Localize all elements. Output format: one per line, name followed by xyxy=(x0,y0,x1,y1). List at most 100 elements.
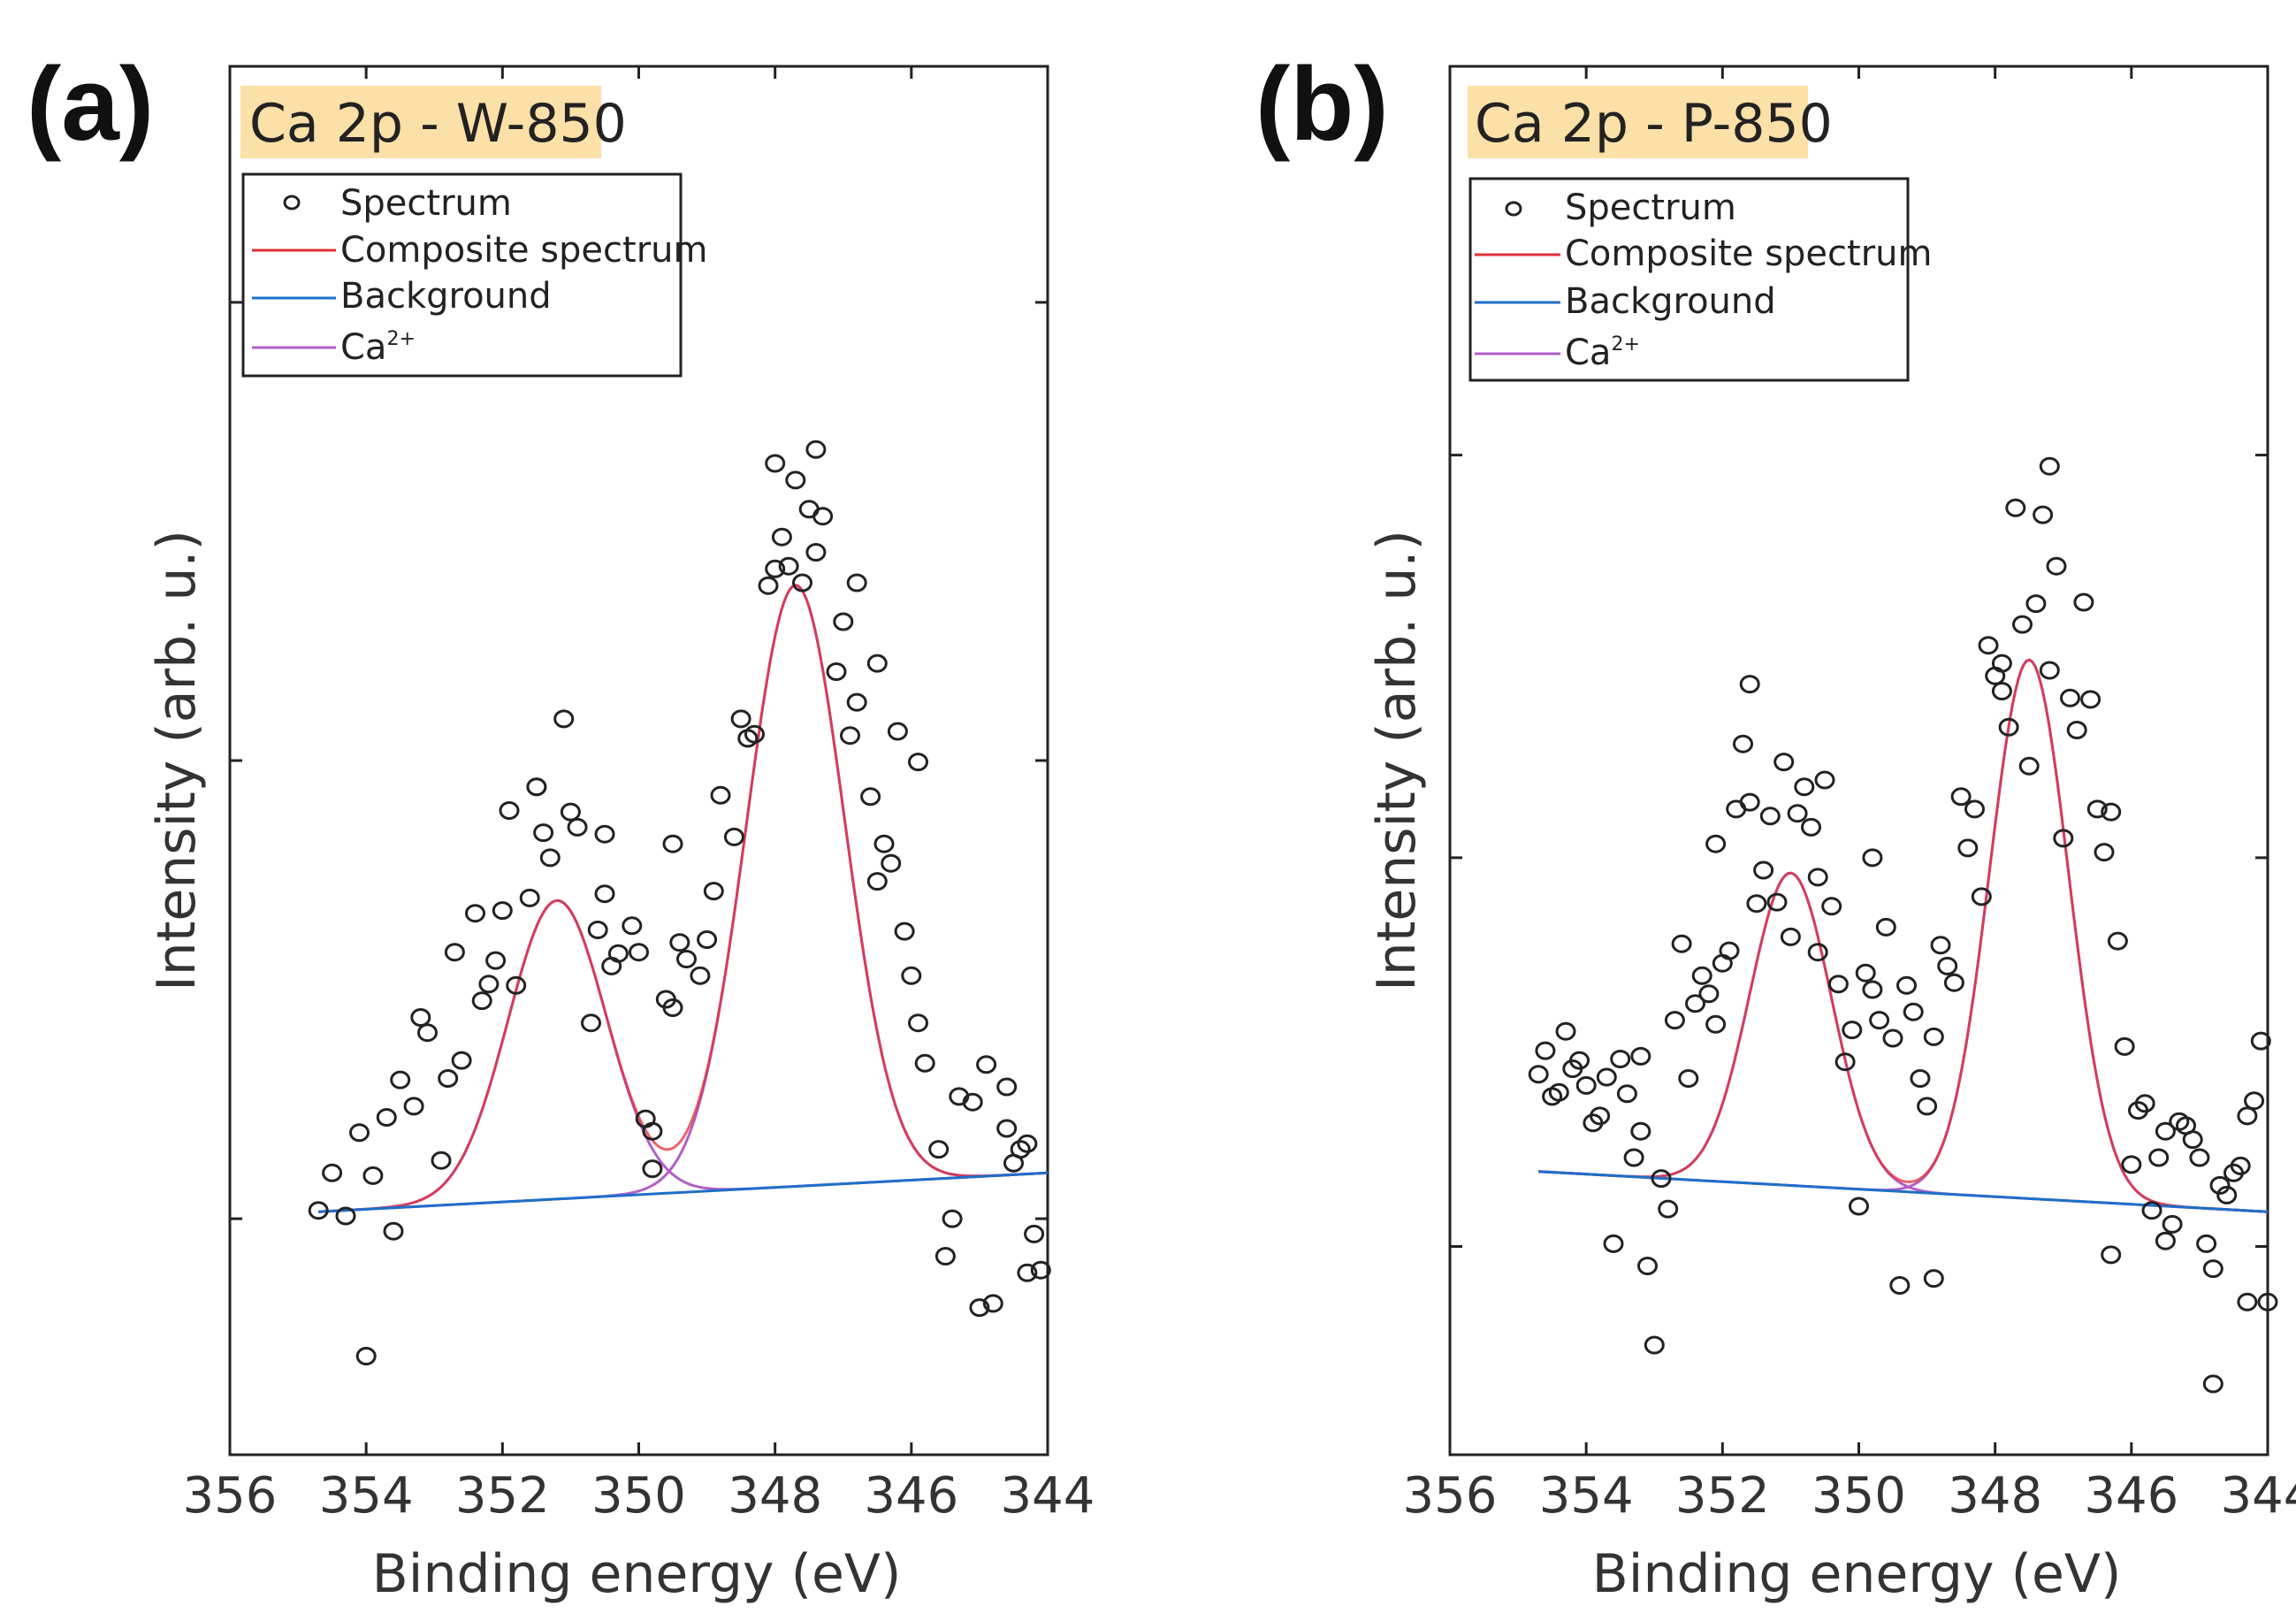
spectrum-point xyxy=(1882,1028,1903,1048)
legend-label-ca2plus: Ca2+ xyxy=(1565,333,1640,373)
spectrum-point xyxy=(1535,1041,1556,1060)
spectrum-point xyxy=(629,943,649,962)
legend-label-composite: Composite spectrum xyxy=(340,230,707,271)
x-tick-label: 352 xyxy=(1675,1467,1770,1525)
spectrum-point xyxy=(1739,675,1760,694)
spectrum-point xyxy=(444,943,465,962)
y-axis-label: Intensity (arb. u.) xyxy=(1366,530,1428,991)
spectrum-point xyxy=(1623,1148,1644,1167)
spectrum-point xyxy=(492,901,513,921)
spectrum-point xyxy=(805,543,827,562)
legend-label-spectrum: Spectrum xyxy=(1565,187,1736,228)
tick-layer: 356 354 352 350 348 346 344 xyxy=(1403,66,2296,1525)
spectrum-point xyxy=(765,454,786,473)
spectrum-point xyxy=(622,916,643,936)
spectrum-point xyxy=(594,824,615,844)
spectrum-point xyxy=(2018,756,2040,776)
spectrum-point xyxy=(485,951,507,970)
chart-title: Ca 2p - P-850 xyxy=(1475,93,1833,155)
spectrum-point xyxy=(805,440,827,459)
spectrum-point xyxy=(1705,1014,1727,1034)
spectrum-point xyxy=(526,777,547,797)
spectrum-point xyxy=(812,507,834,526)
spectrum-point xyxy=(1698,984,1720,1004)
spectrum-point xyxy=(1664,1011,1685,1030)
spectrum-point xyxy=(1787,804,1808,823)
spectrum-point xyxy=(996,1119,1018,1138)
spectrum-point xyxy=(703,882,724,901)
spectrum-point xyxy=(785,470,806,490)
spectrum-point xyxy=(1024,1224,1045,1243)
spectrum-point xyxy=(1548,1082,1569,1102)
spectrum-point xyxy=(2025,594,2047,614)
spectrum-point xyxy=(866,872,888,891)
spectrum-point xyxy=(1842,1021,1863,1040)
title-highlight xyxy=(1468,86,1808,158)
x-tick-label: 352 xyxy=(455,1467,550,1525)
spectrum-point xyxy=(471,991,492,1011)
spectrum-point xyxy=(1849,1197,1869,1216)
spectrum-point xyxy=(1896,975,1917,995)
spectrum-point xyxy=(1855,963,1876,983)
spectrum-point xyxy=(1957,838,1979,858)
x-tick-label: 348 xyxy=(728,1467,822,1525)
spectrum-point xyxy=(431,1151,452,1170)
spectrum-point xyxy=(765,559,786,578)
spectrum-point xyxy=(1889,1276,1911,1295)
spectrum-point xyxy=(403,1097,424,1116)
spectrum-point xyxy=(1658,1199,1679,1219)
spectrum-point xyxy=(2094,843,2115,862)
x-tick-label: 346 xyxy=(864,1467,958,1525)
spectrum-point xyxy=(308,1201,329,1220)
spectrum-point xyxy=(1917,1097,1938,1116)
spectrum-point xyxy=(1923,1027,1944,1046)
spectrum-point xyxy=(1807,868,1828,887)
spectrum-point xyxy=(451,1051,472,1070)
spectrum-point xyxy=(2080,690,2101,709)
panel-label: (b) xyxy=(1255,46,1389,163)
spectrum-point xyxy=(567,817,588,837)
spectrum-point xyxy=(2237,1106,2258,1126)
spectrum-point xyxy=(1923,1269,1944,1288)
spectrum-point xyxy=(2196,1234,2217,1253)
spectrum-point xyxy=(2073,593,2094,612)
spectrum-point xyxy=(2182,1130,2203,1150)
spectrum-point xyxy=(1705,834,1727,853)
spectrum-point xyxy=(1596,1067,1617,1087)
spectrum-point xyxy=(2216,1185,2238,1204)
spectrum-point xyxy=(1794,777,1815,797)
spectrum-point xyxy=(376,1108,397,1127)
spectrum-point xyxy=(1978,636,1999,655)
spectrum-point xyxy=(1903,1002,1924,1021)
spectrum-point xyxy=(1030,1260,1051,1280)
panel-a: (a) 356 354 352 350 348 346 344 Ca 2p - W-850 … xyxy=(27,46,1095,1605)
spectrum-point xyxy=(873,834,895,853)
legend-label-background: Background xyxy=(340,276,552,317)
spectrum-point xyxy=(1739,792,1760,812)
spectrum-point xyxy=(962,1092,983,1112)
x-tick-label: 356 xyxy=(183,1467,278,1525)
spectrum-point xyxy=(383,1221,404,1241)
spectrum-point xyxy=(2162,1214,2183,1234)
legend-label-background: Background xyxy=(1565,281,1776,322)
spectrum-point xyxy=(662,834,683,853)
chart-title: Ca 2p - W-850 xyxy=(249,93,627,155)
spectrum-point xyxy=(1590,1106,1611,1126)
spectrum-point xyxy=(2148,1148,2170,1167)
spectrum-point xyxy=(519,888,540,907)
spectrum-point xyxy=(1998,717,2019,737)
spectrum-point xyxy=(901,966,922,985)
panel-label: (a) xyxy=(27,46,154,163)
spectrum-point xyxy=(2237,1292,2258,1311)
x-tick-label: 344 xyxy=(1001,1467,1095,1525)
legend-marker-spectrum xyxy=(1505,201,1522,217)
spectrum-point xyxy=(1630,1046,1651,1066)
spectrum-point xyxy=(1759,807,1781,826)
spectrum-point xyxy=(1616,1084,1637,1104)
spectrum-point xyxy=(2155,1231,2176,1250)
spectrum-point xyxy=(478,975,500,994)
spectrum-point xyxy=(1964,799,1985,819)
spectrum-point xyxy=(969,1298,990,1318)
spectrum-point xyxy=(1814,770,1835,790)
spectrum-point xyxy=(2107,931,2128,951)
